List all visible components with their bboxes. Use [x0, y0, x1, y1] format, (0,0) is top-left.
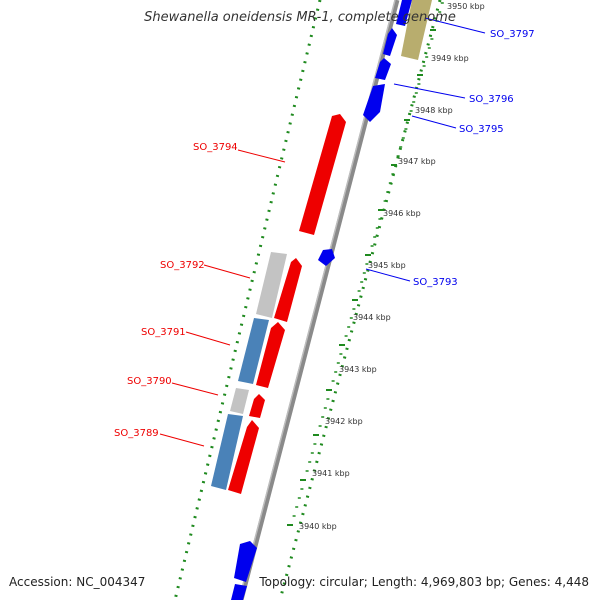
- tick-marks: [287, 2, 444, 526]
- gene-forward-bottom-arrow-1[interactable]: [234, 541, 257, 582]
- gene-label-so3791[interactable]: SO_3791: [141, 327, 186, 338]
- tick-label-3943: 3943 kbp: [339, 365, 377, 374]
- tick-label-3949: 3949 kbp: [431, 54, 469, 63]
- gene-features: [211, 0, 432, 600]
- tick-labels: 3940 kbp 3941 kbp 3942 kbp 3943 kbp 3944…: [299, 2, 485, 531]
- tick-label-3946: 3946 kbp: [383, 209, 421, 218]
- leader-so3796: [393, 83, 466, 99]
- tick-label-3944: 3944 kbp: [353, 313, 391, 322]
- accession-text: Accession: NC_004347: [9, 575, 145, 589]
- inner-dotted-ring: [278, 0, 442, 600]
- tick-label-3947: 3947 kbp: [398, 157, 436, 166]
- gene-so3794-arrow[interactable]: [299, 114, 346, 235]
- leader-so3797: [424, 17, 486, 34]
- gene-so3791-red[interactable]: [256, 322, 285, 388]
- gene-olive-block[interactable]: [401, 0, 432, 60]
- gene-so3790-gray[interactable]: [230, 388, 249, 414]
- tick-label-3945: 3945 kbp: [368, 261, 406, 270]
- gene-so3793-arrow[interactable]: [318, 249, 335, 266]
- gene-labels: SO_3797 SO_3796 SO_3795 SO_3794 SO_3793 …: [114, 29, 535, 439]
- gene-label-so3793[interactable]: SO_3793: [413, 277, 458, 288]
- tick-label-3942: 3942 kbp: [325, 417, 363, 426]
- gene-so3790-red[interactable]: [249, 394, 265, 418]
- leader-so3789: [159, 433, 205, 447]
- tick-label-3948: 3948 kbp: [415, 106, 453, 115]
- tick-label-3940: 3940 kbp: [299, 522, 337, 531]
- tick-label-3950: 3950 kbp: [447, 2, 485, 11]
- leader-so3793: [365, 268, 411, 282]
- gene-so3789-red[interactable]: [228, 420, 259, 494]
- gene-label-so3789[interactable]: SO_3789: [114, 428, 159, 439]
- leader-so3791: [185, 331, 231, 346]
- gene-so3796-arrow[interactable]: [375, 58, 391, 80]
- gene-label-so3797[interactable]: SO_3797: [490, 29, 535, 40]
- gene-so3795-arrow[interactable]: [363, 84, 385, 122]
- gene-so3792-red[interactable]: [274, 258, 302, 322]
- topology-text: Topology: circular; Length: 4,969,803 bp…: [258, 575, 589, 589]
- outer-dotted-ring: [173, 0, 322, 600]
- leader-so3795: [411, 115, 457, 129]
- gene-label-so3792[interactable]: SO_3792: [160, 260, 205, 271]
- gene-so3792-gray[interactable]: [256, 252, 287, 318]
- gene-forward-top-arrow[interactable]: [383, 28, 397, 56]
- tick-label-3941: 3941 kbp: [312, 469, 350, 478]
- gene-so3797-arrow[interactable]: [396, 0, 412, 26]
- label-leaders: [159, 17, 486, 447]
- leader-so3790: [171, 382, 219, 396]
- map-title: Shewanella oneidensis MR-1, complete gen…: [144, 10, 456, 25]
- leader-so3794: [237, 149, 286, 163]
- leader-so3792: [203, 264, 251, 279]
- gene-forward-bottom-arrow-2[interactable]: [231, 584, 247, 600]
- gene-label-so3790[interactable]: SO_3790: [127, 376, 172, 387]
- gene-label-so3795[interactable]: SO_3795: [459, 124, 504, 135]
- gene-so3789-blue[interactable]: [211, 414, 243, 490]
- gene-so3791-blue[interactable]: [238, 318, 269, 384]
- gene-label-so3794[interactable]: SO_3794: [193, 142, 238, 153]
- gene-label-so3796[interactable]: SO_3796: [469, 94, 514, 105]
